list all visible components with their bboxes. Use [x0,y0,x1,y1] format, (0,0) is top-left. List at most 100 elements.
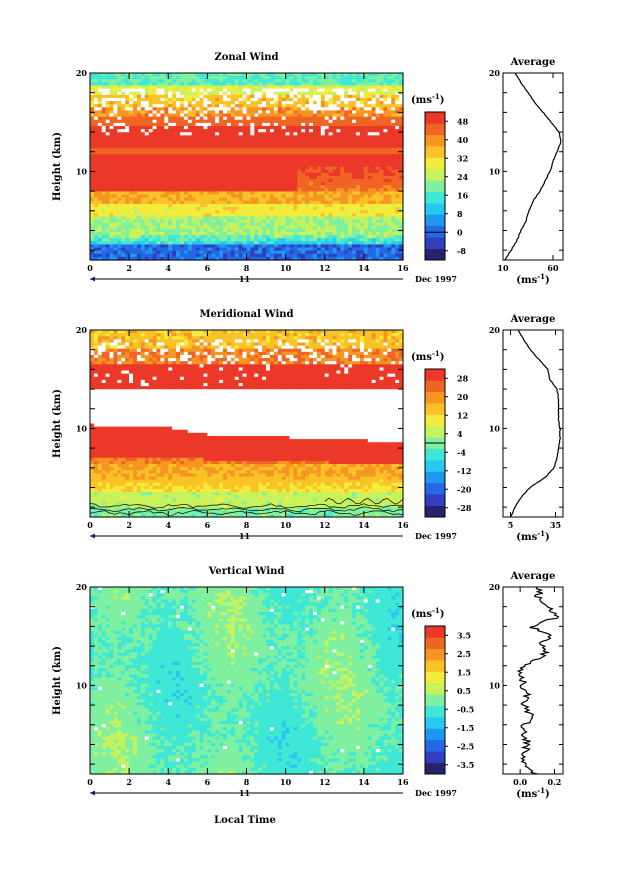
heatmap-cell [156,216,162,221]
heatmap-cell [160,82,165,87]
heatmap-cell [125,129,130,133]
heatmap-cell [211,107,216,111]
heatmap-cell [297,104,302,108]
heatmap-cell [160,101,165,105]
heatmap-cell [101,110,107,115]
heatmap-cell [254,244,259,249]
heatmap-cell [148,219,154,224]
heatmap-cell [242,91,248,96]
heatmap-cell [289,238,295,242]
heatmap-cell [191,97,197,102]
panel-title: Zonal Wind [214,52,278,63]
heatmap-cell [316,110,322,115]
heatmap-cell [136,228,142,233]
heatmap-cell [160,197,165,202]
heatmap-cell [187,150,193,155]
heatmap-cell [90,107,95,111]
heatmap-cell [223,182,228,186]
heatmap-cell [97,191,103,196]
heatmap-cell [125,250,130,255]
heatmap-cell [250,210,255,214]
heatmap-cell [328,91,334,96]
heatmap-cell [164,253,169,258]
heatmap-cell [199,160,205,164]
heatmap-cell [297,116,302,121]
heatmap-cell [226,91,232,96]
heatmap-cell [254,166,259,171]
heatmap-cell [164,191,169,196]
heatmap-cell [238,147,244,152]
heatmap-cell [156,210,162,214]
heatmap-cell [254,138,259,143]
heatmap-cell [258,250,263,255]
heatmap-cell [97,97,103,102]
heatmap-cell [254,157,259,161]
heatmap-cell [242,79,248,83]
heatmap-cell [262,129,267,133]
heatmap-cell [254,101,259,105]
heatmap-cell [168,253,173,258]
heatmap-cell [105,175,111,180]
heatmap-cell [152,160,158,164]
heatmap-cell [230,194,236,199]
heatmap-cell [316,238,322,242]
heatmap-cell [121,197,126,202]
heatmap-cell [285,163,291,168]
heatmap-cell [113,76,118,80]
heatmap-cell [156,119,162,124]
heatmap-cell [328,188,334,193]
heatmap-cell [234,110,240,115]
heatmap-cell [230,256,236,261]
heatmap-cell [246,129,252,133]
heatmap-cell [211,244,216,249]
heatmap-cell [152,182,158,186]
heatmap-cell [250,76,255,80]
heatmap-cell [172,166,177,171]
heatmap-cell [215,101,220,105]
heatmap-cell [316,219,322,224]
heatmap-cell [269,132,275,136]
heatmap-cell [289,82,295,87]
heatmap-cell [121,88,126,93]
heatmap-cell [281,110,287,115]
heatmap-cell [101,147,107,152]
heatmap-cell [246,119,252,124]
heatmap-cell [156,213,162,217]
heatmap-cell [179,107,185,111]
heatmap-cell [133,244,138,249]
heatmap-cell [133,194,138,199]
heatmap-cell [195,250,201,255]
heatmap-cell [148,141,154,146]
heatmap-cell [301,238,306,242]
heatmap-cell [156,141,162,146]
heatmap-cell [285,253,291,258]
heatmap-cell [301,256,306,261]
heatmap-cell [250,119,255,124]
heatmap-cell [250,113,255,118]
heatmap-cell [187,91,193,96]
heatmap-cell [297,76,302,80]
heatmap-cell [309,166,314,171]
heatmap-cell [191,154,197,158]
heatmap-cell [242,182,248,186]
heatmap-cell [289,97,295,102]
heatmap-cell [219,73,224,77]
heatmap-cell [316,175,322,180]
heatmap-cell [219,207,224,211]
heatmap-cell [203,244,208,249]
heatmap-cell [211,129,216,133]
heatmap-cell [234,73,240,77]
heatmap-cell [313,172,318,177]
heatmap-cell [117,231,122,236]
heatmap-cell [105,144,111,149]
heatmap-cell [262,194,267,199]
heatmap-cell [156,175,162,180]
heatmap-cell [320,160,326,164]
heatmap-cell [148,197,154,202]
heatmap-cell [277,88,283,93]
heatmap-cell [160,79,165,83]
heatmap-cell [136,82,142,87]
heatmap-cell [144,253,150,258]
heatmap-cell [164,188,169,193]
heatmap-cell [160,144,165,149]
